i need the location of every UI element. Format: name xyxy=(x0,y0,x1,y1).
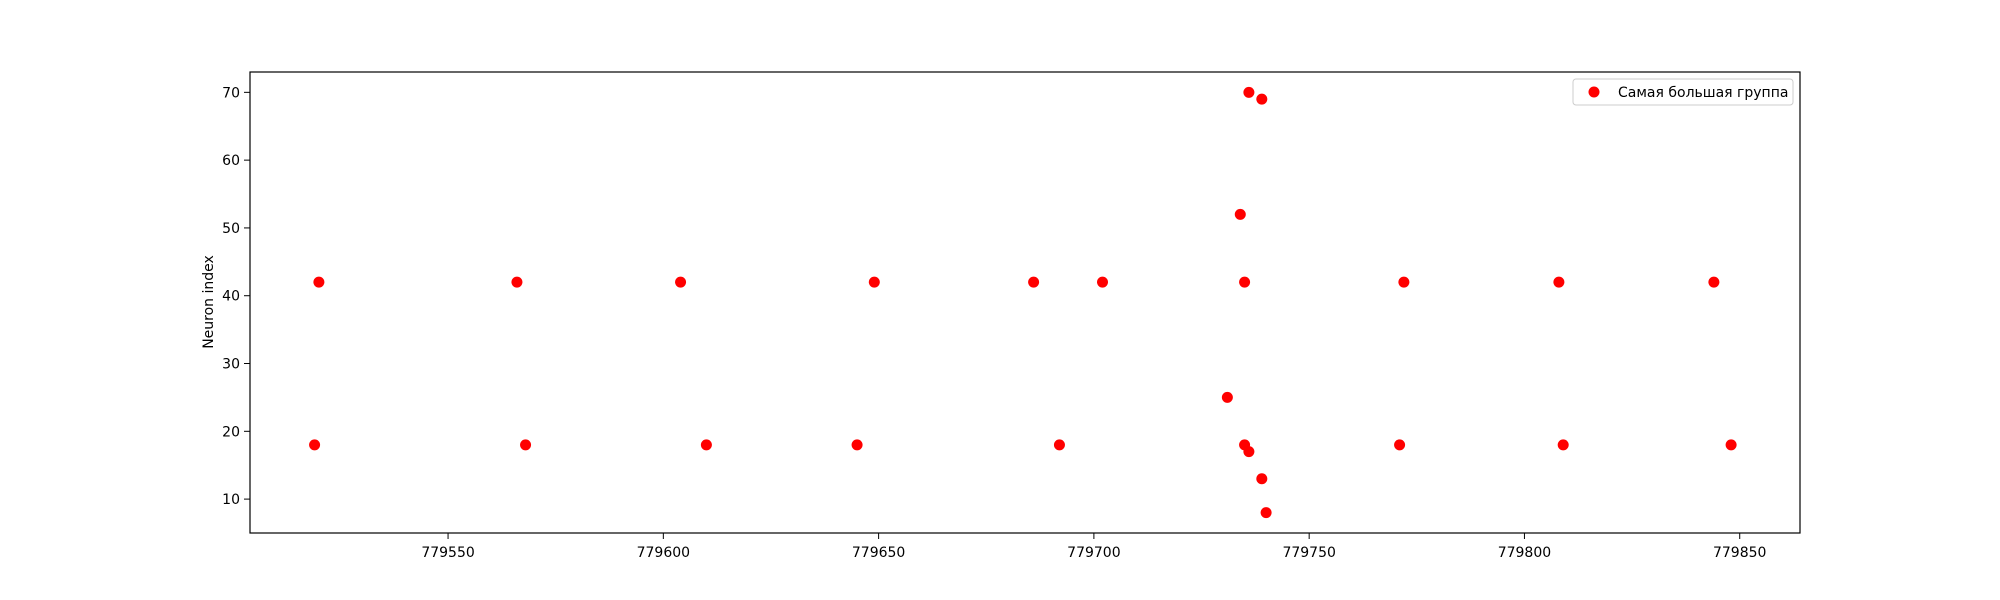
y-tick-label: 10 xyxy=(222,492,240,508)
scatter-point xyxy=(309,439,321,451)
scatter-point xyxy=(1097,276,1108,288)
x-tick-label: 779600 xyxy=(637,545,690,561)
legend: Самая большая группа xyxy=(1572,78,1794,106)
data-points xyxy=(309,86,1737,519)
x-tick-label: 779800 xyxy=(1498,545,1551,561)
y-axis-ticks: 10 20 30 40 50 60 70 xyxy=(222,85,250,508)
y-tick-label: 50 xyxy=(222,221,240,237)
y-tick-label: 20 xyxy=(222,424,240,440)
y-tick-label: 70 xyxy=(222,85,240,101)
plot-area-frame xyxy=(249,71,1801,534)
x-tick-label: 779750 xyxy=(1282,545,1335,561)
x-axis-ticks: 779550 779600 779650 779700 779750 779800 7798… xyxy=(421,533,1766,561)
scatter-point xyxy=(1553,276,1565,288)
y-tick-label: 40 xyxy=(222,289,240,305)
scatter-point xyxy=(1260,507,1272,519)
x-tick-label: 779550 xyxy=(421,545,474,561)
scatter-point xyxy=(1708,276,1720,288)
legend-label: Самая большая группа xyxy=(1618,85,1788,101)
scatter-point xyxy=(851,439,863,451)
scatter-point xyxy=(1053,439,1065,451)
scatter-point xyxy=(313,276,325,288)
legend-marker xyxy=(1588,86,1600,98)
x-tick-label: 779650 xyxy=(852,545,905,561)
y-tick-label: 60 xyxy=(222,153,240,169)
scatter-point xyxy=(1394,439,1406,451)
scatter-point xyxy=(1234,208,1246,220)
scatter-point xyxy=(1239,276,1251,288)
scatter-point xyxy=(1557,439,1569,451)
scatter-point xyxy=(675,276,687,288)
y-axis-label: Neuron index xyxy=(201,255,217,349)
scatter-point xyxy=(700,439,712,451)
scatter-point xyxy=(1243,446,1255,458)
scatter-point xyxy=(520,439,532,451)
x-tick-label: 779850 xyxy=(1713,545,1766,561)
scatter-point xyxy=(1221,391,1233,403)
scatter-point xyxy=(1398,276,1410,288)
scatter-point xyxy=(1243,86,1255,98)
scatter-point xyxy=(868,276,880,288)
y-tick-label: 30 xyxy=(222,357,240,373)
legend-box xyxy=(1572,78,1794,106)
scatter-point xyxy=(1256,473,1268,485)
scatter-point xyxy=(1256,93,1268,105)
x-tick-label: 779700 xyxy=(1067,545,1120,561)
scatter-point xyxy=(1725,439,1737,451)
scatter-point xyxy=(511,276,523,288)
scatter-point xyxy=(1028,276,1040,288)
